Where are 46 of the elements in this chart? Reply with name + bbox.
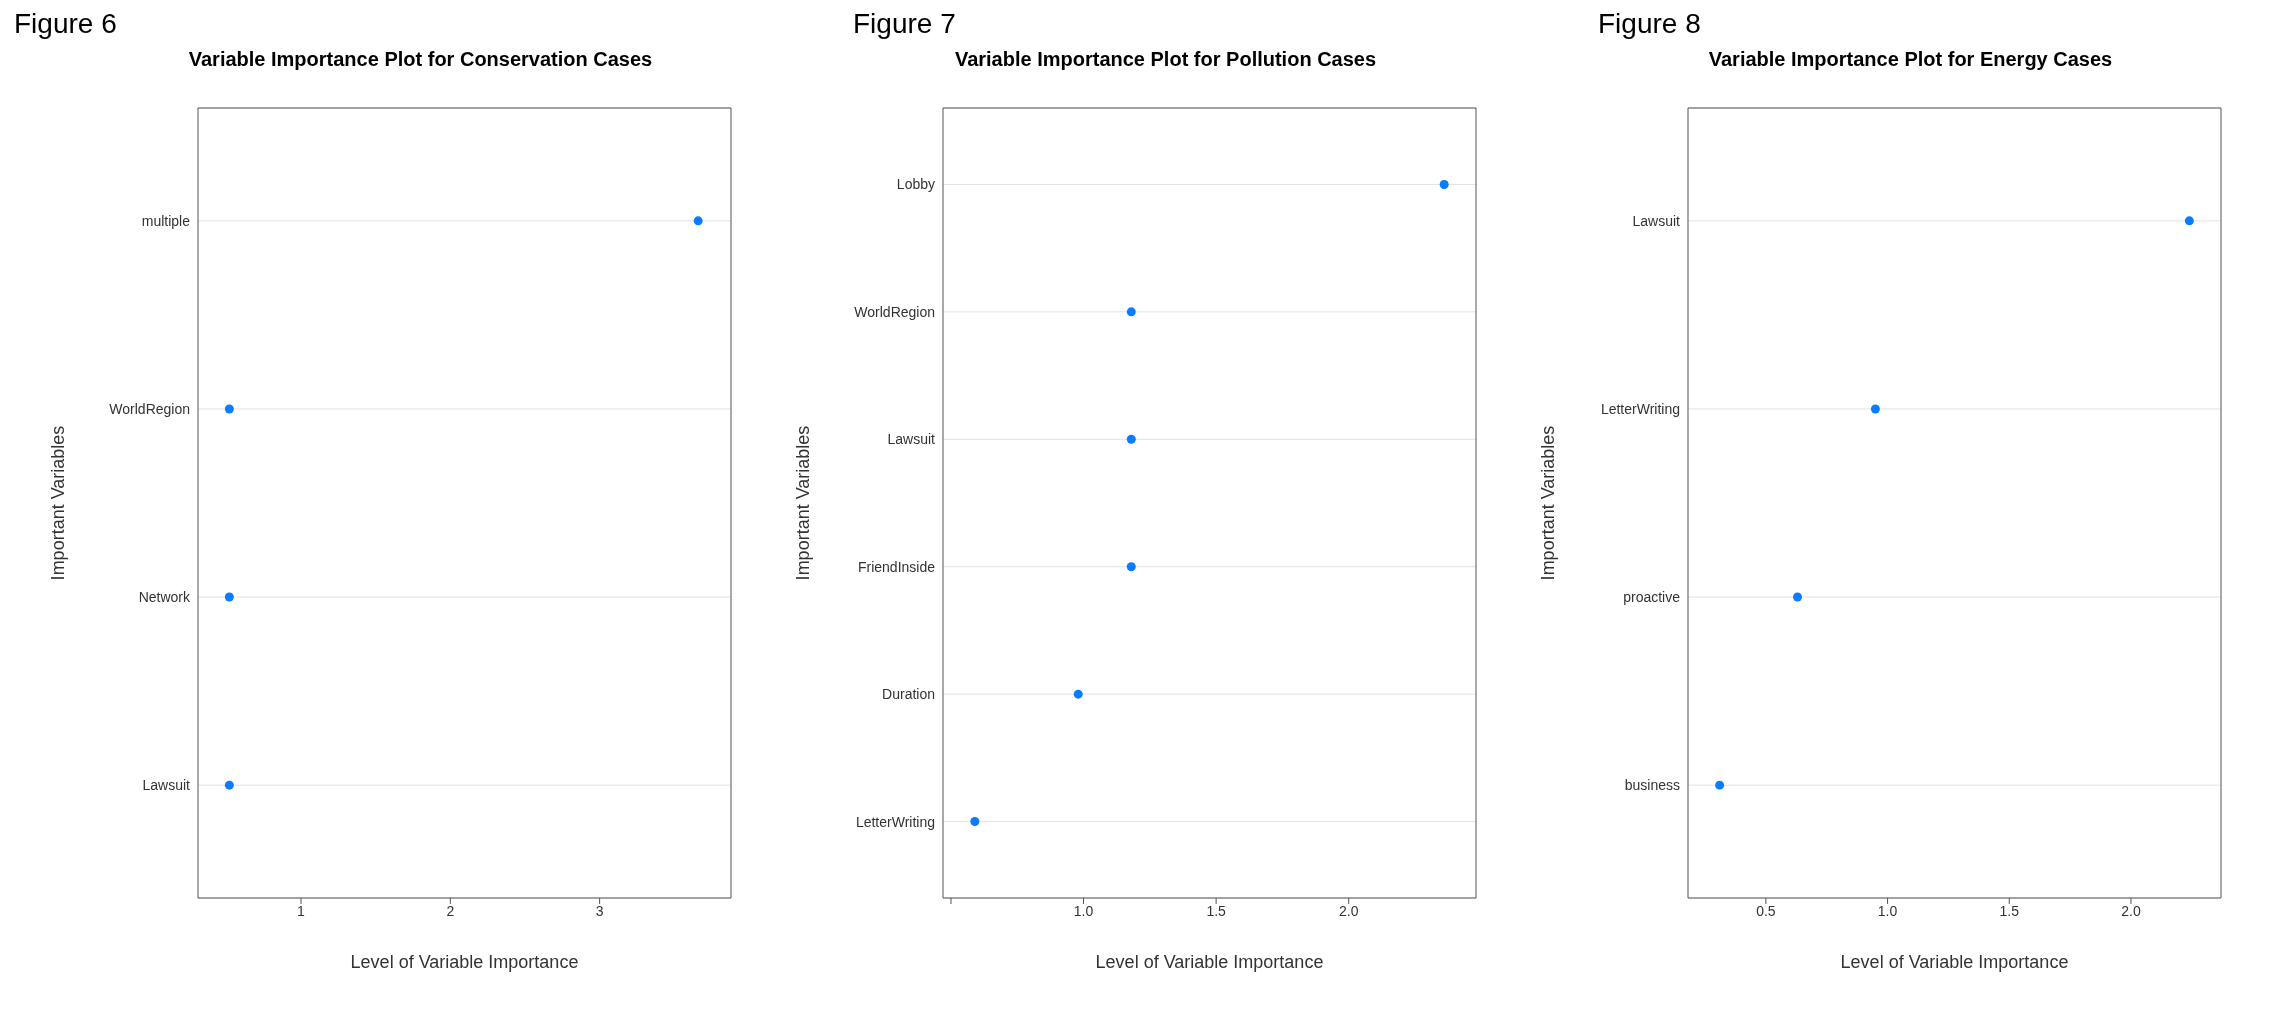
point	[1439, 179, 1449, 189]
x-tick-label: 2.0	[1338, 902, 1359, 919]
y-tick-label: FriendInside	[857, 558, 936, 575]
x-tick-label: 1.0	[1877, 902, 1898, 919]
chart-title: Variable Importance Plot for Pollution Cases	[953, 48, 1378, 72]
y-axis-title: Important Variables	[1538, 425, 1559, 581]
x-axis-title: Level of Variable Importance	[1095, 952, 1324, 972]
point	[1793, 592, 1803, 602]
y-tick-label: Lawsuit	[887, 431, 936, 448]
caption: Figure 6	[13, 8, 118, 41]
x-tick-label: 1.0	[1073, 902, 1094, 919]
x-tick-label: 1.5	[1206, 902, 1227, 919]
y-axis-title: Important Variables	[793, 425, 814, 581]
x-tick-label: 2	[446, 902, 455, 919]
caption: Figure 7	[852, 8, 957, 41]
x-tick-label: 1.5	[1999, 902, 2020, 919]
y-tick-label: Network	[138, 589, 191, 606]
y-axis-title: Important Variables	[48, 425, 69, 581]
y-tick-label: business	[1624, 777, 1680, 794]
point	[1715, 780, 1725, 790]
point	[2184, 216, 2194, 226]
y-tick-label: LetterWriting	[855, 813, 935, 830]
y-tick-label: Lawsuit	[1632, 212, 1681, 229]
x-axis-title: Level of Variable Importance	[1840, 952, 2069, 972]
x-tick-label: 3	[595, 902, 604, 919]
point	[1870, 404, 1880, 414]
point	[1073, 689, 1083, 699]
point	[1126, 434, 1136, 444]
y-tick-label: Duration	[882, 686, 935, 703]
point	[1126, 307, 1136, 317]
y-tick-label: WorldRegion	[109, 400, 190, 417]
chart-title: Variable Importance Plot for Energy Cases	[1707, 48, 2114, 72]
y-tick-label: Lawsuit	[142, 777, 191, 794]
y-tick-label: LetterWriting	[1600, 400, 1680, 417]
x-tick-label: 2.0	[2121, 902, 2141, 919]
y-tick-label: Lobby	[896, 176, 935, 193]
point	[970, 817, 980, 827]
y-tick-label: proactive	[1623, 589, 1681, 606]
x-tick-label: 0.5	[1756, 902, 1776, 919]
chart-title: Variable Importance Plot for Conservation Cases	[187, 48, 654, 72]
y-tick-label: multiple	[141, 212, 191, 229]
y-tick-label: WorldRegion	[854, 303, 935, 320]
x-tick-label: 1	[297, 902, 306, 919]
caption: Figure 8	[1597, 8, 1702, 41]
x-axis-title: Level of Variable Importance	[350, 952, 579, 972]
point	[1126, 562, 1136, 572]
